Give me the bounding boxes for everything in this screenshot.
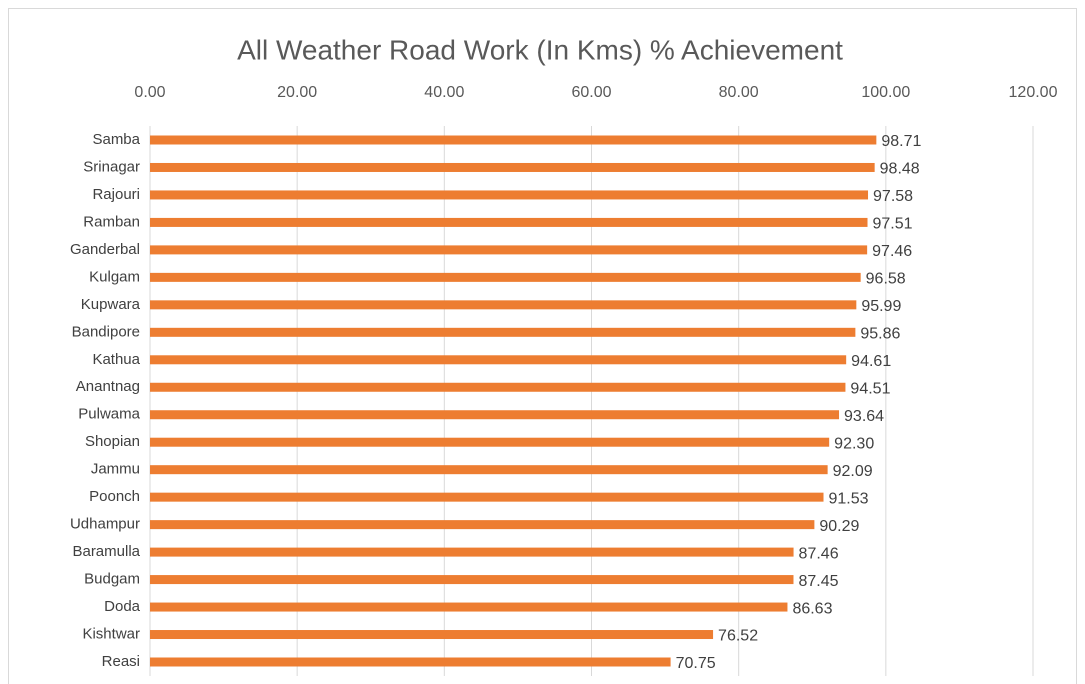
- data-label: 86.63: [792, 600, 832, 617]
- bar: [150, 217, 868, 227]
- bar: [150, 355, 847, 365]
- bar: [150, 575, 794, 585]
- data-label: 94.61: [851, 353, 891, 370]
- y-tick-label: Poonch: [89, 488, 140, 505]
- data-label: 95.99: [861, 298, 901, 315]
- data-label: 94.51: [850, 380, 890, 397]
- x-tick-label: 120.00: [1009, 84, 1058, 101]
- data-label: 76.52: [718, 628, 758, 645]
- bar: [150, 410, 840, 420]
- data-label: 97.46: [872, 243, 912, 260]
- data-label: 97.58: [873, 188, 913, 205]
- y-tick-label: Ramban: [83, 213, 140, 230]
- y-tick-label: Kulgam: [89, 268, 140, 285]
- data-label: 91.53: [829, 490, 869, 507]
- data-label: 87.45: [798, 573, 838, 590]
- y-tick-label: Doda: [104, 598, 141, 615]
- y-tick-label: Budgam: [84, 571, 140, 588]
- bar: [150, 437, 830, 447]
- bar: [150, 602, 788, 612]
- x-tick-label: 80.00: [719, 84, 759, 101]
- x-tick-label: 60.00: [571, 84, 611, 101]
- data-label: 90.29: [819, 518, 859, 535]
- y-tick-label: Shopian: [85, 433, 140, 450]
- bar: [150, 272, 861, 282]
- bar: [150, 245, 868, 255]
- bar: [150, 300, 857, 310]
- x-tick-label: 40.00: [424, 84, 464, 101]
- y-tick-label: Ganderbal: [70, 241, 140, 258]
- y-tick-label: Kishtwar: [82, 625, 140, 642]
- chart-border: [8, 8, 1077, 684]
- y-tick-label: Baramulla: [72, 543, 140, 560]
- bar: [150, 327, 856, 337]
- y-tick-label: Pulwama: [78, 406, 140, 423]
- y-tick-label: Rajouri: [92, 186, 140, 203]
- x-tick-label: 20.00: [277, 84, 317, 101]
- data-label: 92.30: [834, 435, 874, 452]
- y-tick-label: Kupwara: [81, 296, 141, 313]
- data-label: 98.71: [881, 133, 921, 150]
- y-tick-label: Samba: [92, 131, 140, 148]
- bar: [150, 190, 869, 200]
- data-label: 96.58: [866, 271, 906, 288]
- bar: [150, 547, 794, 557]
- y-tick-label: Kathua: [92, 351, 140, 368]
- y-tick-label: Udhampur: [70, 516, 140, 533]
- bar: [150, 657, 671, 667]
- y-tick-label: Jammu: [91, 461, 140, 478]
- y-tick-label: Srinagar: [83, 158, 140, 175]
- data-label: 97.51: [873, 216, 913, 233]
- x-tick-label: 0.00: [134, 84, 165, 101]
- x-tick-label: 100.00: [861, 84, 910, 101]
- data-label: 98.48: [880, 161, 920, 178]
- data-label: 92.09: [833, 463, 873, 480]
- data-label: 95.86: [860, 326, 900, 343]
- data-label: 93.64: [844, 408, 884, 425]
- chart-title: All Weather Road Work (In Kms) % Achieve…: [237, 34, 843, 65]
- y-tick-label: Bandipore: [72, 323, 140, 340]
- data-label: 87.46: [799, 545, 839, 562]
- bar: [150, 492, 824, 502]
- bar: [150, 382, 846, 392]
- y-tick-label: Anantnag: [76, 378, 140, 395]
- bar: [150, 465, 828, 475]
- bar: [150, 520, 815, 530]
- bar: [150, 162, 875, 172]
- y-tick-label: Reasi: [102, 653, 140, 670]
- data-label: 70.75: [676, 655, 716, 672]
- bar: [150, 135, 877, 145]
- bar: [150, 630, 714, 640]
